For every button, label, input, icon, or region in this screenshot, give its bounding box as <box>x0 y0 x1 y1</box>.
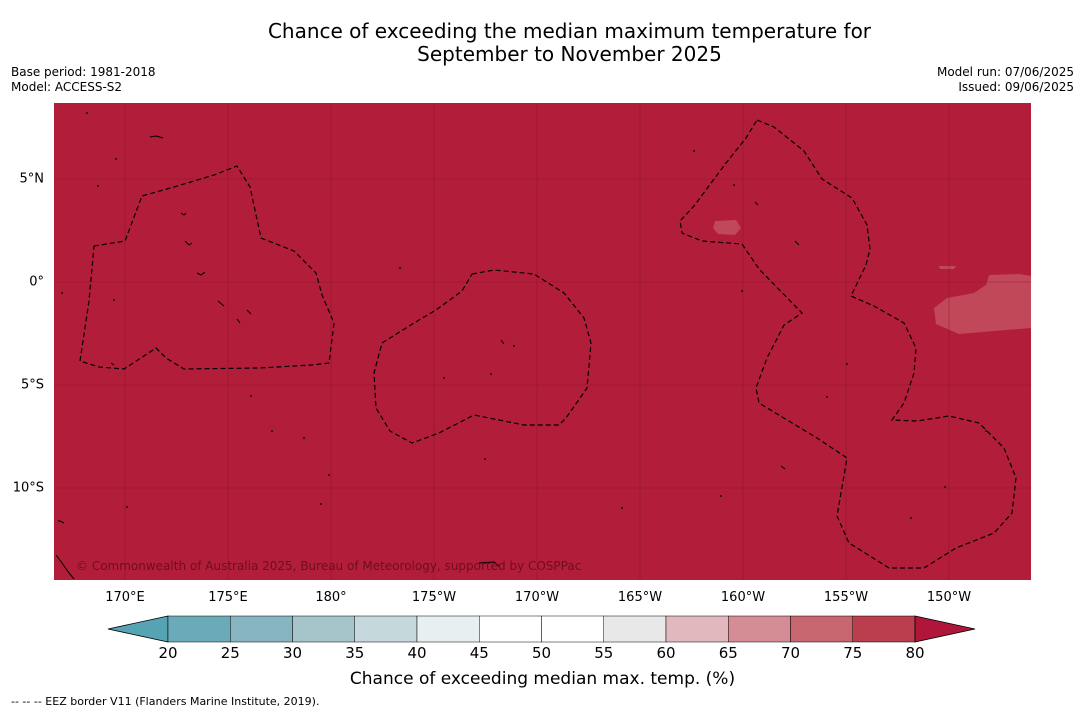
map-background <box>54 103 1031 580</box>
colorbar-tick-40: 40 <box>407 644 427 662</box>
x-tick-160w: 160°W <box>720 590 766 605</box>
colorbar-segment-35-40 <box>354 615 418 643</box>
colorbar-segment-60-65 <box>665 615 729 643</box>
colorbar-under-arrow <box>107 615 169 643</box>
x-tick-170w: 170°W <box>514 590 560 605</box>
eez-border-west <box>79 165 335 370</box>
light-patch-east <box>934 274 1031 334</box>
colorbar-tick-80: 80 <box>905 644 925 662</box>
colorbar-tick-75: 75 <box>843 644 863 662</box>
light-patch-east-small <box>939 266 956 269</box>
colorbar-tick-65: 65 <box>718 644 738 662</box>
colorbar-tick-45: 45 <box>469 644 489 662</box>
colorbar-segment-65-70 <box>728 615 791 643</box>
map-title: Chance of exceeding the median maximum t… <box>0 20 1085 66</box>
y-tick-5s: 5°S <box>20 377 44 393</box>
colorbar-label: Chance of exceeding median max. temp. (%… <box>349 669 736 689</box>
colorbar-over-arrow <box>914 615 976 643</box>
colorbar-segment-50-55 <box>541 615 604 643</box>
title-line-1: Chance of exceeding the median maximum t… <box>267 19 872 43</box>
model-run: Model run: 07/06/2025 <box>936 65 1074 79</box>
base-period: Base period: 1981-2018 <box>11 65 156 79</box>
light-patch-center <box>713 220 741 235</box>
y-tick-5n: 5°N <box>19 171 45 187</box>
x-tick-175w: 175°W <box>411 590 457 605</box>
colorbar-segment-45-50 <box>479 615 542 643</box>
y-tick-10s: 10°S <box>12 480 44 496</box>
meta-right: Model run: 07/06/2025 Issued: 09/06/2025 <box>937 65 1074 95</box>
x-tick-155w: 155°W <box>823 590 869 605</box>
model-name: Model: ACCESS-S2 <box>11 80 123 94</box>
colorbar-tick-55: 55 <box>594 644 614 662</box>
x-tick-180: 180° <box>315 590 347 605</box>
y-tick-0: 0° <box>29 274 44 290</box>
colorbar-segment-20-25 <box>167 615 231 643</box>
title-line-2: September to November 2025 <box>417 42 722 66</box>
colorbar <box>107 615 976 643</box>
meta-left: Base period: 1981-2018 Model: ACCESS-S2 <box>11 65 156 95</box>
colorbar-segment-75-80 <box>852 615 916 643</box>
colorbar-tick-60: 60 <box>656 644 676 662</box>
gridlines <box>54 103 1031 580</box>
colorbar-tick-70: 70 <box>780 644 801 662</box>
colorbar-tick-50: 50 <box>531 644 552 662</box>
colorbar-tick-35: 35 <box>345 644 365 662</box>
eez-border-central <box>373 269 592 444</box>
map-panel: © Commonwealth of Australia 2025, Bureau… <box>54 103 1031 580</box>
colorbar-segment-55-60 <box>603 615 667 643</box>
x-tick-175e: 175°E <box>208 590 248 605</box>
islands <box>55 135 800 580</box>
footnote: -- -- -- EEZ border V11 (Flanders Marine… <box>11 695 320 708</box>
island-dots <box>58 112 987 522</box>
colorbar-tick-25: 25 <box>220 644 240 662</box>
colorbar-segment-40-45 <box>416 615 480 643</box>
colorbar-tick-20: 20 <box>158 644 178 662</box>
eez-borders <box>79 119 1017 569</box>
x-tick-165w: 165°W <box>617 590 663 605</box>
x-tick-170e: 170°E <box>105 590 145 605</box>
copyright-text: © Commonwealth of Australia 2025, Bureau… <box>76 559 581 573</box>
colorbar-tick-30: 30 <box>282 644 303 662</box>
x-tick-150w: 150°W <box>926 590 972 605</box>
colorbar-segment-70-75 <box>790 615 853 643</box>
issued-date: Issued: 09/06/2025 <box>958 80 1074 94</box>
colorbar-segment-25-30 <box>230 615 293 643</box>
colorbar-segment-30-35 <box>292 615 355 643</box>
